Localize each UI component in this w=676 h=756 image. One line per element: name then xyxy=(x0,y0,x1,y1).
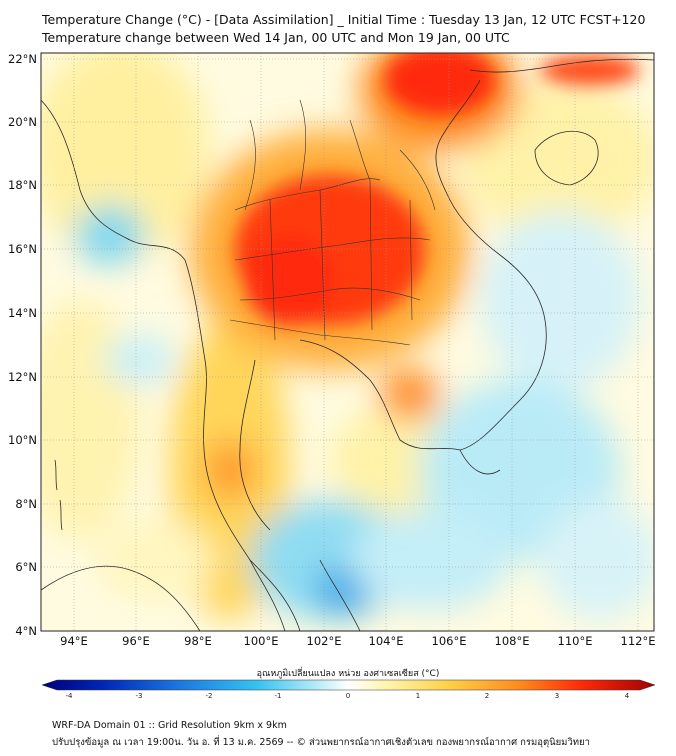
colorbar-tick: 3 xyxy=(555,692,559,700)
map-title: Temperature Change (°C) - [Data Assimila… xyxy=(42,12,646,27)
colorbar-ticks: -4 -3 -2 -1 0 1 2 3 4 xyxy=(66,692,630,700)
lat-label: 20°N xyxy=(8,115,37,129)
colorbar-tick: -1 xyxy=(275,692,282,700)
lat-label: 18°N xyxy=(8,178,37,192)
map-frame xyxy=(40,52,655,632)
lon-label: 96°E xyxy=(122,634,150,648)
graticule xyxy=(41,53,654,631)
colorbar-tick: 0 xyxy=(346,692,350,700)
temperature-field xyxy=(41,53,654,631)
colorbar-tick: -3 xyxy=(136,692,143,700)
lon-label: 110°E xyxy=(558,634,593,648)
lon-label: 100°E xyxy=(244,634,279,648)
lat-label: 10°N xyxy=(8,433,37,447)
lat-label: 4°N xyxy=(15,624,37,638)
lon-label: 94°E xyxy=(60,634,88,648)
lon-label: 112°E xyxy=(621,634,656,648)
lon-label: 106°E xyxy=(432,634,467,648)
province-borders xyxy=(229,99,436,346)
colorbar xyxy=(41,679,656,691)
lat-label: 14°N xyxy=(8,306,37,320)
map-subtitle: Temperature change between Wed 14 Jan, 0… xyxy=(42,30,510,45)
longitude-labels: 94°E 96°E 98°E 100°E 102°E 104°E 106°E 1… xyxy=(60,634,655,648)
lat-label: 22°N xyxy=(8,52,37,66)
lon-label: 98°E xyxy=(184,634,212,648)
footer-model-info: WRF-DA Domain 01 :: Grid Resolution 9km … xyxy=(52,720,287,731)
footer-update-info: ปรับปรุงข้อมูล ณ เวลา 19:00น. วัน อ. ที่… xyxy=(52,737,590,748)
colorbar-title: อุณหภูมิเปลี่ยนแปลง หน่วย องศาเซลเซียส (… xyxy=(257,666,440,679)
lon-label: 108°E xyxy=(495,634,530,648)
colorbar-tick: 2 xyxy=(485,692,489,700)
lat-label: 8°N xyxy=(15,497,37,511)
lon-label: 102°E xyxy=(307,634,342,648)
coastlines xyxy=(41,58,654,631)
colorbar-tick: -2 xyxy=(206,692,213,700)
colorbar-tick: -4 xyxy=(66,692,74,700)
lat-label: 12°N xyxy=(8,370,37,384)
lat-label: 6°N xyxy=(15,560,37,574)
lon-label: 104°E xyxy=(369,634,404,648)
colorbar-tick: 1 xyxy=(416,692,420,700)
lat-label: 16°N xyxy=(8,242,37,256)
colorbar-tick: 4 xyxy=(625,692,630,700)
latitude-labels: 22°N 20°N 18°N 16°N 14°N 12°N 10°N 8°N 6… xyxy=(8,52,37,638)
